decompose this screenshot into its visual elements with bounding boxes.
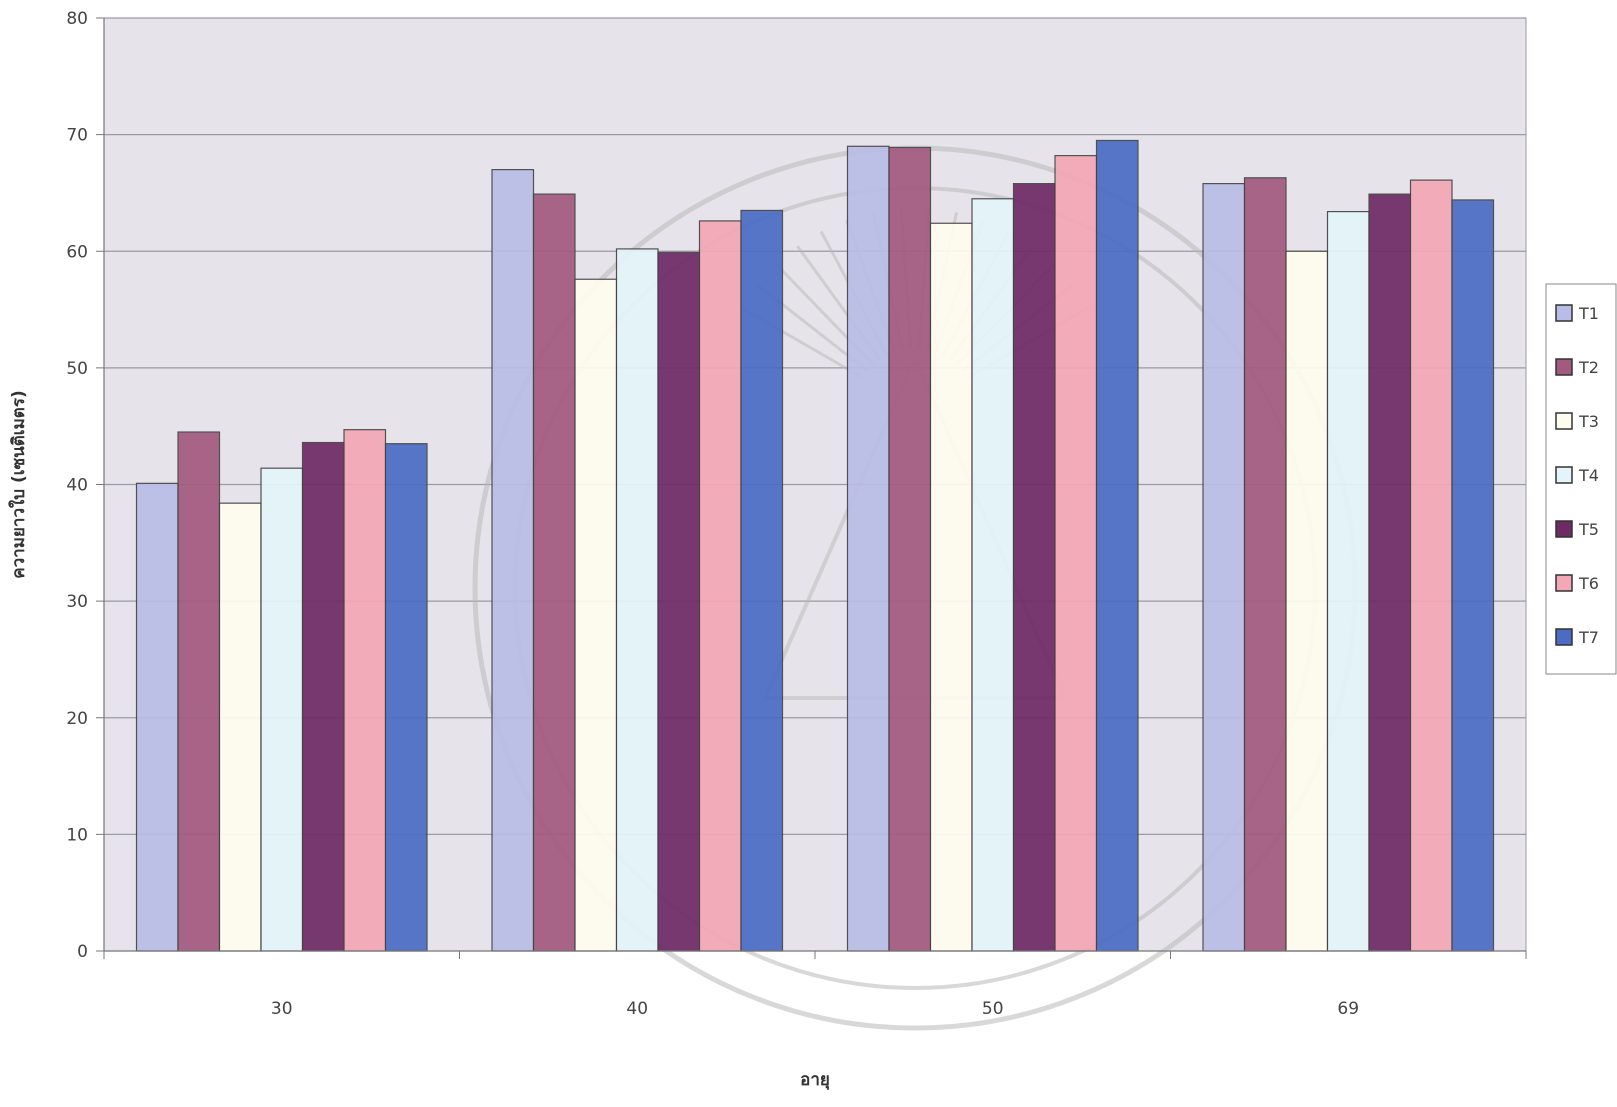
legend-label-t6: T6	[1578, 574, 1599, 593]
bar-t1-50	[846, 145, 890, 952]
bar-t3-50	[929, 222, 973, 952]
y-tick-label: 30	[66, 592, 88, 612]
bar-t3-40	[574, 278, 618, 952]
bar-t3-30	[218, 502, 262, 952]
axes: 0 10 20 30 40 50 60 70 80 30 40 50 69	[66, 9, 1527, 1019]
legend-swatch-t7	[1555, 628, 1573, 646]
y-tick-label: 10	[66, 825, 88, 845]
bar-t7-50	[1095, 139, 1139, 952]
legend-swatch-t6	[1555, 574, 1573, 592]
y-tick-label: 20	[66, 709, 88, 729]
legend-label-t1: T1	[1578, 304, 1599, 323]
y-tick-label: 70	[66, 126, 88, 146]
legend-label-t7: T7	[1578, 628, 1599, 647]
bar-t2-69	[1243, 177, 1287, 952]
bar-t5-30	[301, 441, 345, 952]
y-tick-label: 80	[66, 9, 88, 29]
bar-t1-69	[1202, 183, 1246, 952]
x-tick-label: 50	[982, 999, 1004, 1019]
legend: T1 T2 T3 T4 T5 T6 T7	[1545, 283, 1617, 675]
bar-t4-69	[1326, 210, 1370, 952]
bar-t1-30	[135, 482, 179, 952]
bar-t7-30	[384, 443, 428, 952]
y-tick-label: 0	[77, 942, 88, 962]
legend-swatch-t3	[1555, 412, 1573, 430]
legend-swatch-t2	[1555, 358, 1573, 376]
legend-swatch-t1	[1555, 304, 1573, 322]
legend-label-t5: T5	[1578, 520, 1599, 539]
y-tick-label: 50	[66, 359, 88, 379]
bar-t6-40	[698, 220, 742, 952]
bar-t2-40	[532, 193, 576, 952]
bar-t2-30	[177, 431, 221, 952]
bar-t7-69	[1451, 199, 1495, 952]
bar-t7-40	[740, 209, 784, 952]
legend-label-t3: T3	[1578, 412, 1599, 431]
bars	[135, 139, 1495, 952]
y-tick-label: 40	[66, 476, 88, 496]
bar-t3-69	[1285, 250, 1329, 952]
bar-t2-50	[888, 146, 932, 952]
legend-label-t4: T4	[1578, 466, 1599, 485]
bar-t6-30	[343, 429, 387, 952]
bar-t6-69	[1409, 179, 1453, 952]
x-tick-label: 30	[271, 999, 293, 1019]
x-tick-label: 40	[626, 999, 648, 1019]
y-tick-label: 60	[66, 242, 88, 262]
bar-t4-40	[615, 248, 659, 952]
x-axis-title: อายุ	[800, 1070, 830, 1090]
y-axis-title: ความยาวใบ (เซนติเมตร)	[8, 390, 29, 578]
bar-t1-40	[491, 169, 535, 952]
bar-t5-69	[1368, 193, 1412, 952]
legend-swatch-t4	[1555, 466, 1573, 484]
bar-t6-50	[1054, 155, 1098, 952]
bar-t5-40	[657, 251, 701, 952]
bar-t4-50	[971, 198, 1015, 952]
x-tick-label: 69	[1337, 999, 1359, 1019]
bar-t5-50	[1012, 183, 1056, 952]
bar-t4-30	[260, 467, 304, 952]
legend-swatch-t5	[1555, 520, 1573, 538]
legend-label-t2: T2	[1578, 358, 1599, 377]
